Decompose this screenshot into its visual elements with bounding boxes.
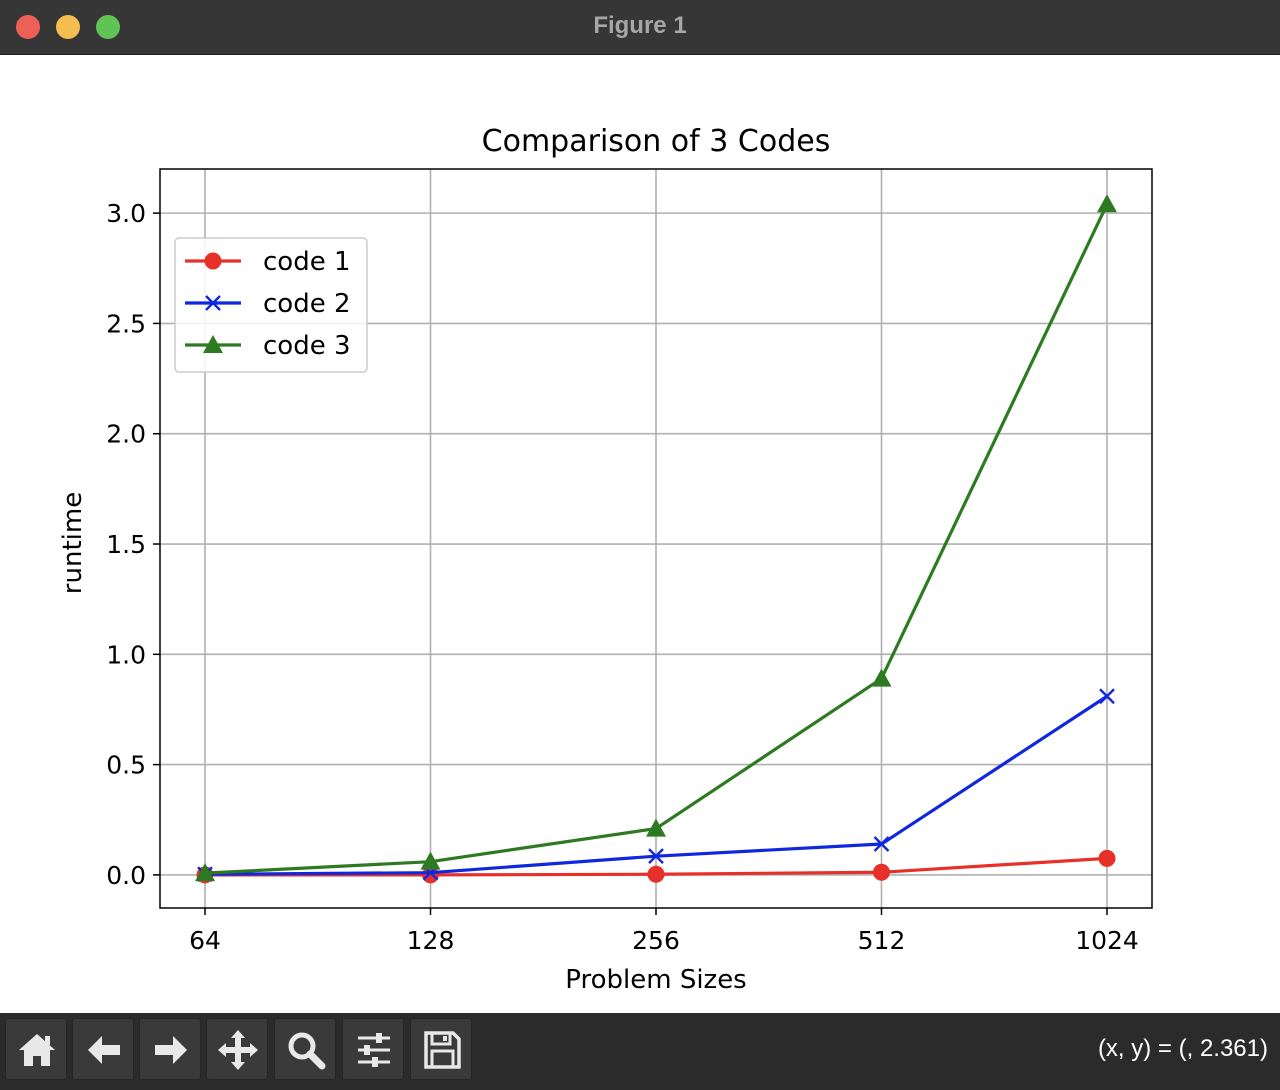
save-button[interactable] [410,1018,472,1080]
subplots-icon [358,1033,390,1067]
legend-label: code 1 [263,247,351,277]
y-axis-label: runtime [58,492,88,594]
y-tick-label: 0.0 [106,861,146,890]
x-tick-label: 64 [189,926,221,955]
series-3 [195,194,1117,882]
pan-button[interactable] [206,1018,268,1080]
subplots-button[interactable] [342,1018,404,1080]
forward-icon [155,1036,187,1064]
line-chart: 64 128 256 512 1024 0.0 0.5 1.0 1.5 2.0 2.5 3.0 Com… [58,124,1153,995]
y-tick-label: 3.0 [106,199,146,228]
chart-title: Comparison of 3 Codes [482,124,831,159]
forward-button[interactable] [139,1018,201,1080]
legend-label: code 3 [263,331,351,361]
maximize-button[interactable] [96,15,120,39]
home-icon [19,1034,55,1066]
y-tick-label: 1.0 [106,640,146,669]
data-point [647,865,665,883]
close-button[interactable] [16,15,40,39]
series-layer [195,194,1117,884]
legend-box [174,237,368,373]
figure-canvas[interactable]: 64 128 256 512 1024 0.0 0.5 1.0 1.5 2.0 2.5 3.0 Com… [0,55,1280,1013]
y-tick-label: 2.5 [106,309,146,338]
x-tick-label: 128 [407,926,455,955]
data-point [648,848,664,865]
back-button[interactable] [72,1018,134,1080]
zoom-button[interactable] [274,1018,336,1080]
save-icon [424,1031,461,1069]
data-point [420,851,441,870]
data-point [646,818,666,837]
cursor-coordinates: (x, y) = (, 2.361) [1097,1035,1268,1062]
data-point [873,863,890,881]
x-axis-label: Problem Sizes [565,965,746,995]
data-point [1097,194,1117,213]
data-point [1099,688,1115,705]
data-point [422,866,439,884]
window-title: Figure 1 [593,12,687,39]
data-point [195,863,215,882]
data-point [1098,849,1116,867]
legend-marker [204,252,222,270]
legend-label: code 2 [263,289,351,319]
x-tick-label: 256 [632,926,680,955]
legend: code 1 code 2 code 3 [174,237,368,373]
pan-icon [218,1030,258,1070]
back-icon [88,1036,120,1064]
axis-ticks: 64 128 256 512 1024 0.0 0.5 1.0 1.5 2.0 2.5 3.0 [106,199,1139,955]
grid [160,169,1152,908]
x-tick-label: 1024 [1075,926,1139,955]
y-tick-label: 2.0 [106,420,146,449]
legend-marker [205,295,221,311]
home-button[interactable] [5,1018,67,1080]
x-tick-label: 512 [858,926,906,955]
title-bar[interactable]: Figure 1 [0,0,1280,55]
data-point [873,836,890,852]
y-tick-label: 0.5 [106,751,146,780]
minimize-button[interactable] [56,15,80,39]
data-point [871,668,892,687]
y-tick-label: 1.5 [106,530,146,559]
legend-marker [203,335,223,353]
navigation-toolbar: (x, y) = (, 2.361) [0,1013,1280,1090]
zoom-icon [288,1032,326,1070]
